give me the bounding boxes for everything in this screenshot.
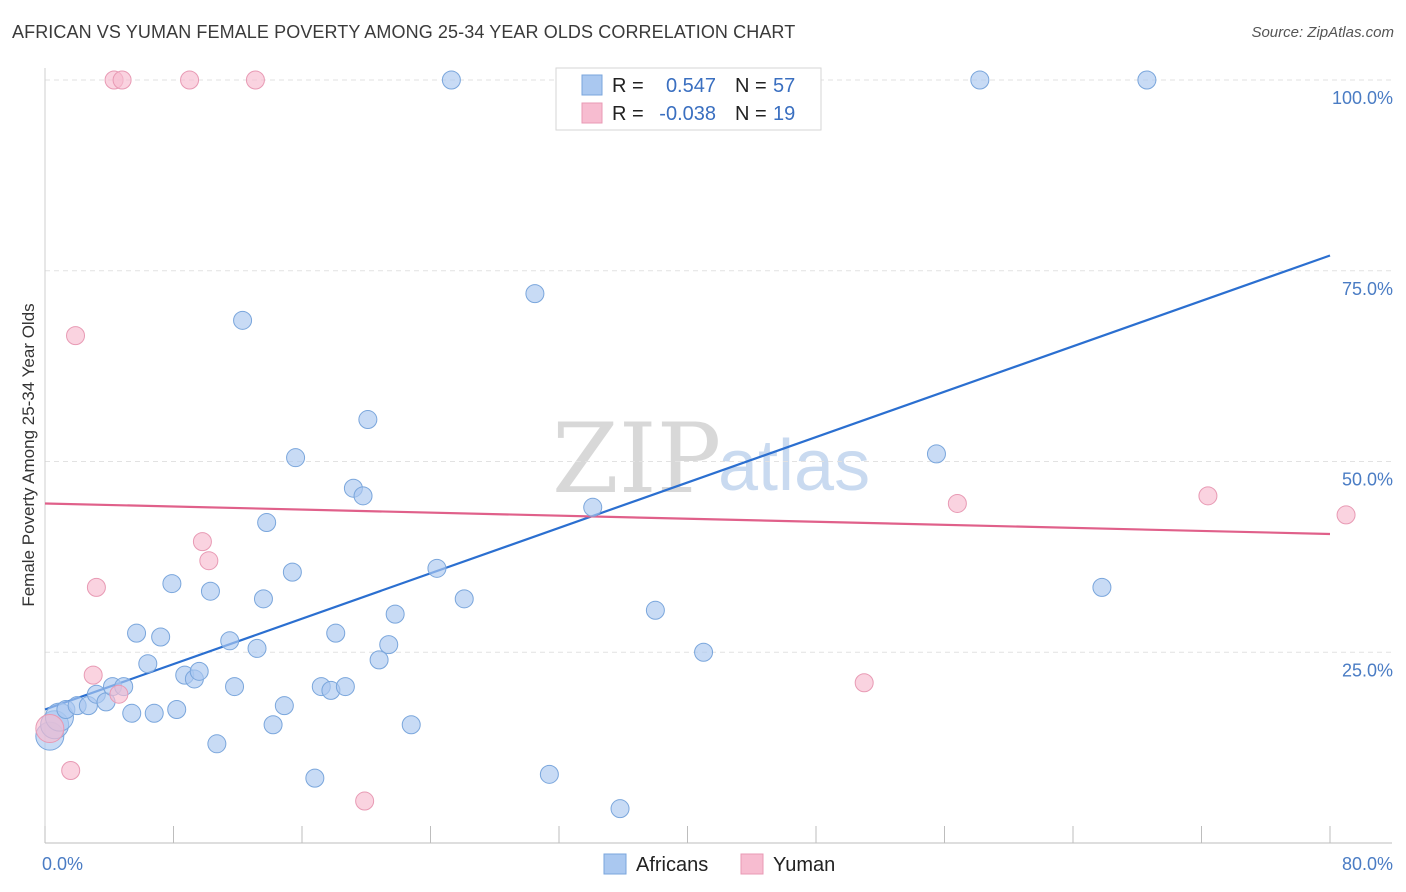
legend-n-label: N = xyxy=(735,103,767,125)
point-africans xyxy=(122,703,142,723)
legend-swatch-yuman xyxy=(581,102,603,124)
point-africans xyxy=(162,574,182,594)
legend-r-label: R = xyxy=(612,103,644,125)
point-africans xyxy=(539,764,559,784)
point-yuman xyxy=(1336,505,1356,525)
point-africans xyxy=(225,677,245,697)
point-africans xyxy=(401,715,421,735)
point-africans xyxy=(335,677,355,697)
trend-line-yuman xyxy=(44,502,1331,536)
point-africans xyxy=(167,699,187,719)
point-africans xyxy=(127,623,147,643)
point-africans xyxy=(1092,577,1112,597)
point-africans xyxy=(926,444,946,464)
point-yuman xyxy=(66,326,86,346)
trend-lines xyxy=(44,254,1331,711)
axes xyxy=(44,68,1392,844)
point-africans xyxy=(286,448,306,468)
point-africans xyxy=(233,310,253,330)
x-tick-label-max: 80.0% xyxy=(1342,854,1393,874)
legend-r-label: R = xyxy=(612,75,644,97)
point-africans xyxy=(253,589,273,609)
point-yuman xyxy=(854,673,874,693)
grid-lines xyxy=(45,79,1392,653)
point-africans xyxy=(353,486,373,506)
point-africans xyxy=(274,696,294,716)
point-africans xyxy=(694,642,714,662)
point-africans xyxy=(144,703,164,723)
y-tick-label: 100.0% xyxy=(1332,88,1393,108)
point-africans xyxy=(189,661,209,681)
point-africans xyxy=(257,513,277,533)
point-yuman xyxy=(35,714,65,744)
legend-n-value-yuman: 19 xyxy=(773,103,795,125)
point-africans xyxy=(583,497,603,517)
y-tick-label: 25.0% xyxy=(1342,660,1393,680)
x-tick-label-min: 0.0% xyxy=(42,854,83,874)
point-africans xyxy=(970,70,990,90)
point-africans xyxy=(358,410,378,430)
point-africans xyxy=(247,638,267,658)
point-africans xyxy=(385,604,405,624)
point-yuman xyxy=(180,70,200,90)
point-yuman xyxy=(355,791,375,811)
watermark-zip: ZIP xyxy=(552,403,721,515)
point-yuman xyxy=(112,70,132,90)
legend-n-label: N = xyxy=(735,75,767,97)
watermark-atlas: atlas xyxy=(718,426,870,506)
point-yuman xyxy=(947,493,967,513)
series-legend-swatch-africans xyxy=(603,853,627,875)
point-yuman xyxy=(192,532,212,552)
series-legend-africans: Africans xyxy=(636,854,708,876)
point-africans xyxy=(200,581,220,601)
point-yuman xyxy=(86,577,106,597)
point-yuman xyxy=(109,684,129,704)
point-yuman xyxy=(61,761,81,781)
y-tick-label: 75.0% xyxy=(1342,279,1393,299)
scatter-points xyxy=(35,70,1356,819)
point-africans xyxy=(379,635,399,655)
point-africans xyxy=(610,799,630,819)
stats-legend: R = 0.547 N = 57 R = -0.038 N = 19 xyxy=(555,67,822,131)
point-africans xyxy=(441,70,461,90)
chart-title: AFRICAN VS YUMAN FEMALE POVERTY AMONG 25… xyxy=(12,22,796,42)
series-legend-yuman: Yuman xyxy=(773,854,835,876)
point-africans xyxy=(1137,70,1157,90)
point-africans xyxy=(207,734,227,754)
y-tick-labels: 25.0% 50.0% 75.0% 100.0% xyxy=(1332,88,1393,680)
series-legend: Africans Yuman xyxy=(603,853,835,876)
point-yuman xyxy=(83,665,103,685)
point-africans xyxy=(220,631,240,651)
legend-swatch-africans xyxy=(581,74,603,96)
legend-r-value-africans: 0.547 xyxy=(666,75,716,97)
series-legend-swatch-yuman xyxy=(740,853,764,875)
point-africans xyxy=(454,589,474,609)
legend-r-value-yuman: -0.038 xyxy=(659,103,716,125)
point-africans xyxy=(427,558,447,578)
y-tick-label: 50.0% xyxy=(1342,470,1393,490)
legend-n-value-africans: 57 xyxy=(773,75,795,97)
trend-line-africans xyxy=(44,254,1331,711)
source-credit: Source: ZipAtlas.com xyxy=(1251,24,1394,41)
point-yuman xyxy=(245,70,265,90)
point-africans xyxy=(645,600,665,620)
point-africans xyxy=(326,623,346,643)
x-tick-labels: 0.0% 80.0% xyxy=(42,854,1393,874)
point-africans xyxy=(305,768,325,788)
point-africans xyxy=(369,650,389,670)
point-africans xyxy=(263,715,283,735)
point-africans xyxy=(525,284,545,304)
y-axis-label: Female Poverty Among 25-34 Year Olds xyxy=(19,303,38,606)
point-africans xyxy=(282,562,302,582)
point-africans xyxy=(151,627,171,647)
point-yuman xyxy=(199,551,219,571)
point-yuman xyxy=(1198,486,1218,506)
point-africans xyxy=(138,654,158,674)
